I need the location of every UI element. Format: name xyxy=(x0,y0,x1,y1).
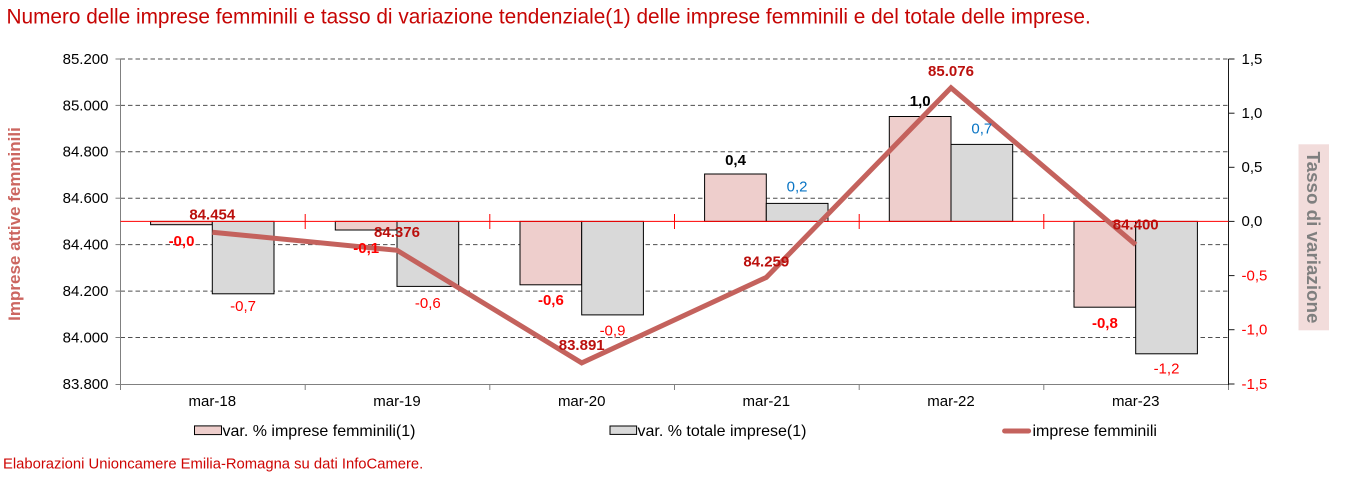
svg-text:-1,0: -1,0 xyxy=(1242,322,1268,339)
svg-text:-0,1: -0,1 xyxy=(353,240,379,257)
svg-text:-0,6: -0,6 xyxy=(538,292,564,309)
svg-text:84.200: 84.200 xyxy=(63,283,109,300)
svg-text:Tasso di variazione: Tasso di variazione xyxy=(1303,152,1324,324)
svg-text:1,5: 1,5 xyxy=(1242,51,1263,68)
svg-text:-1,2: -1,2 xyxy=(1154,361,1180,378)
svg-text:Numero delle imprese femminili: Numero delle imprese femminili e tasso d… xyxy=(7,6,1091,29)
svg-text:Elaborazioni Unioncamere Emili: Elaborazioni Unioncamere Emilia-Romagna … xyxy=(3,457,423,473)
svg-text:0,7: 0,7 xyxy=(971,121,992,138)
svg-text:0,5: 0,5 xyxy=(1242,159,1263,176)
svg-text:1,0: 1,0 xyxy=(910,93,931,110)
svg-text:83.800: 83.800 xyxy=(63,376,109,393)
svg-text:83.891: 83.891 xyxy=(559,337,605,354)
svg-text:0,2: 0,2 xyxy=(787,179,808,196)
svg-text:84.376: 84.376 xyxy=(374,224,420,241)
svg-text:0,0: 0,0 xyxy=(1242,213,1263,230)
svg-text:85.200: 85.200 xyxy=(63,51,109,68)
svg-text:-0,8: -0,8 xyxy=(1092,315,1118,332)
svg-text:85.076: 85.076 xyxy=(928,63,974,80)
svg-text:84.800: 84.800 xyxy=(63,144,109,161)
svg-text:-0,6: -0,6 xyxy=(415,295,441,312)
svg-text:84.600: 84.600 xyxy=(63,190,109,207)
svg-text:84.454: 84.454 xyxy=(189,206,236,223)
svg-text:var. % totale imprese(1): var. % totale imprese(1) xyxy=(638,423,807,440)
svg-text:84.259: 84.259 xyxy=(743,253,789,270)
svg-text:-0,0: -0,0 xyxy=(169,233,195,250)
svg-text:mar-19: mar-19 xyxy=(373,393,421,410)
svg-text:mar-23: mar-23 xyxy=(1112,393,1160,410)
svg-text:mar-18: mar-18 xyxy=(189,393,237,410)
svg-text:-0,7: -0,7 xyxy=(230,298,256,315)
svg-text:0,4: 0,4 xyxy=(725,152,747,169)
svg-text:-0,9: -0,9 xyxy=(600,323,626,340)
svg-text:imprese femminili: imprese femminili xyxy=(1033,423,1157,440)
svg-text:mar-21: mar-21 xyxy=(743,393,791,410)
svg-text:Imprese attive femminili: Imprese attive femminili xyxy=(5,127,24,321)
svg-text:84.400: 84.400 xyxy=(1113,216,1159,233)
svg-text:1,0: 1,0 xyxy=(1242,105,1263,122)
svg-text:mar-22: mar-22 xyxy=(927,393,975,410)
svg-text:var. % imprese femminili(1): var. % imprese femminili(1) xyxy=(223,423,416,440)
svg-text:84.000: 84.000 xyxy=(63,329,109,346)
svg-text:-0,5: -0,5 xyxy=(1242,267,1268,284)
svg-text:-1,5: -1,5 xyxy=(1242,376,1268,393)
svg-text:85.000: 85.000 xyxy=(63,97,109,114)
svg-text:84.400: 84.400 xyxy=(63,237,109,254)
svg-text:mar-20: mar-20 xyxy=(558,393,606,410)
